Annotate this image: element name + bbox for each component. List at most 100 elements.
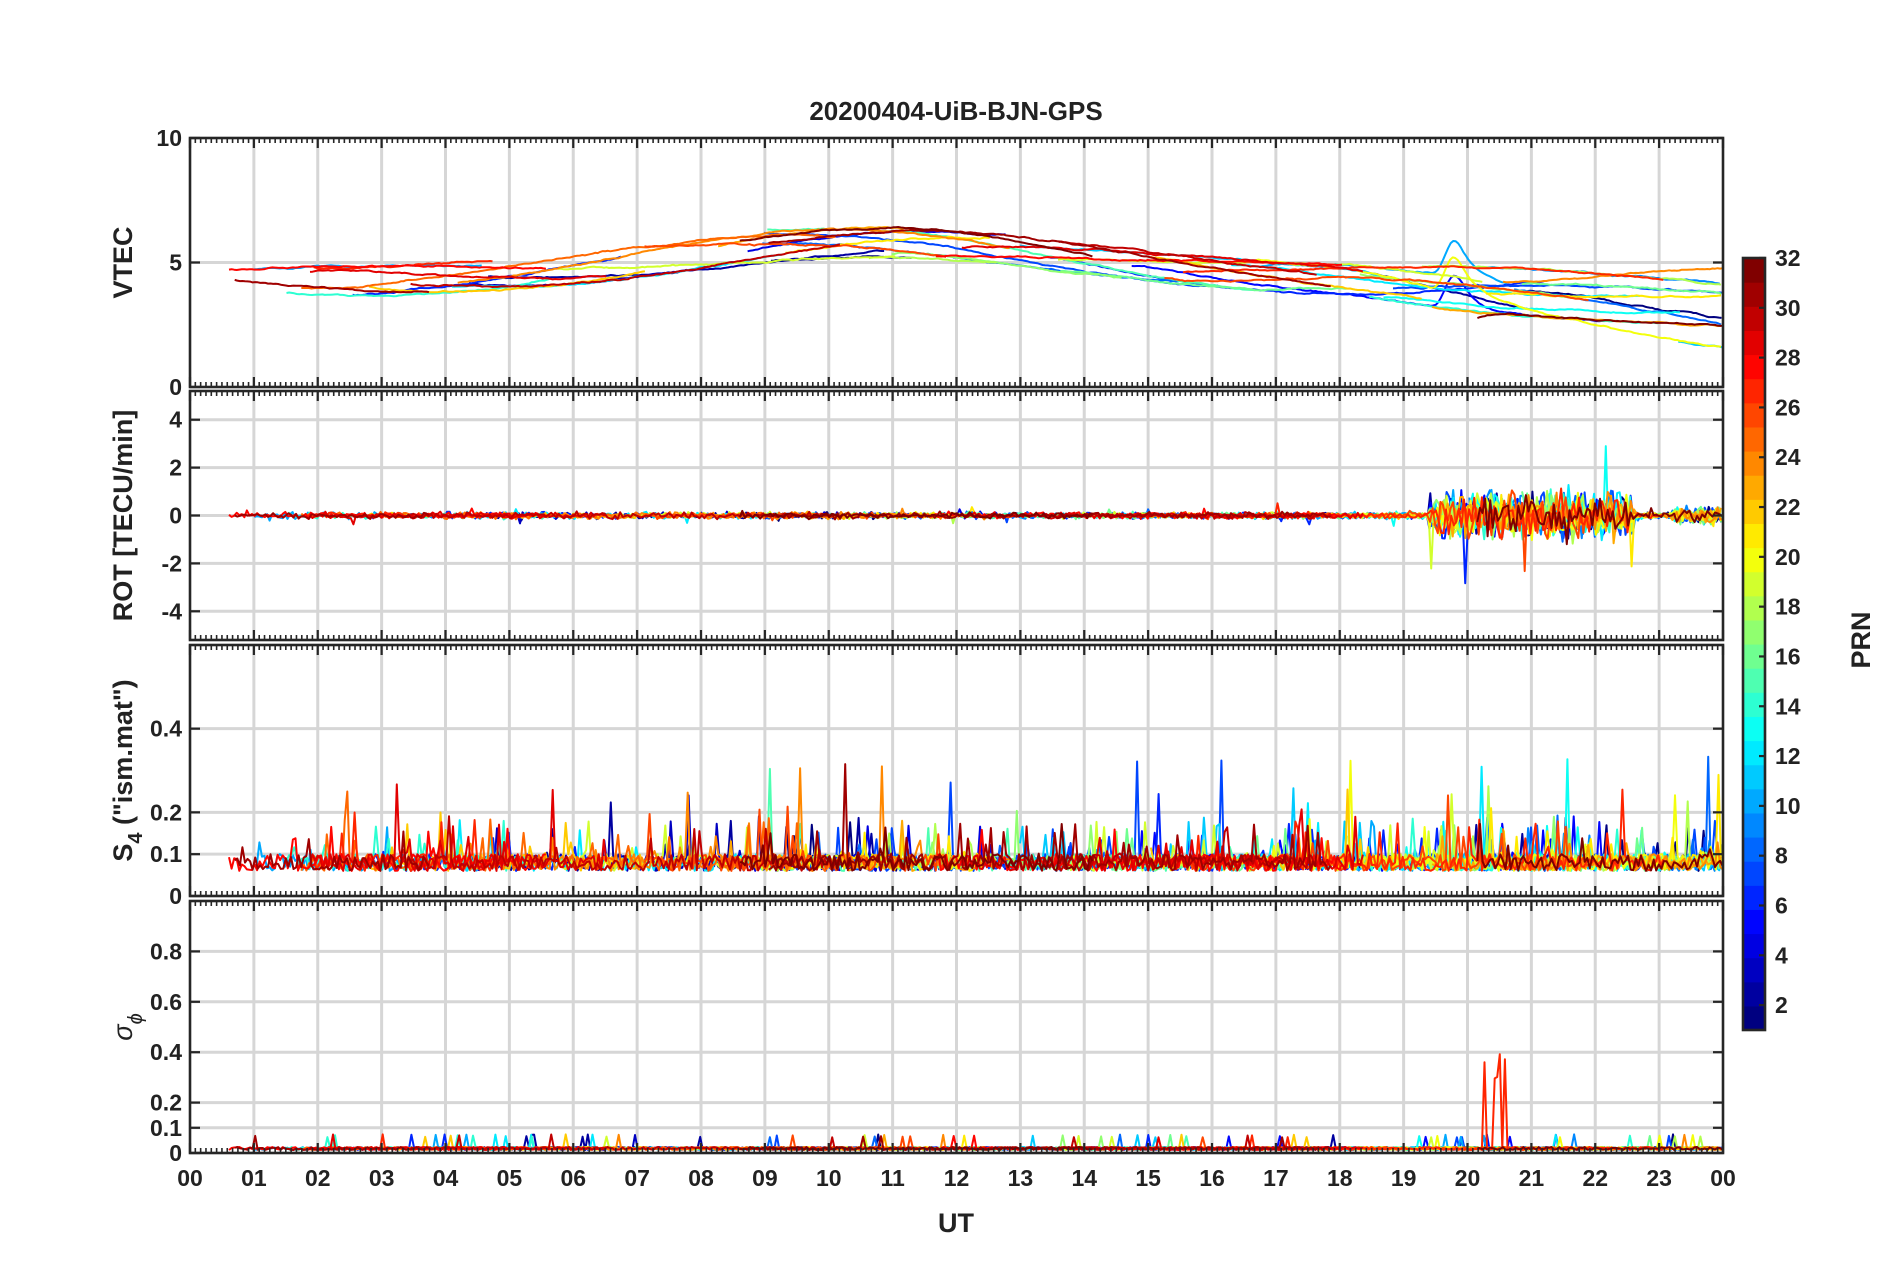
x-tick-label: 11 — [880, 1165, 905, 1191]
x-tick-label: 21 — [1519, 1165, 1545, 1191]
x-tick-label: 03 — [369, 1165, 395, 1191]
x-tick-label: 17 — [1263, 1165, 1289, 1191]
series-prn-32-arc-2 — [739, 823, 1094, 872]
colorbar-tick-label: 4 — [1775, 942, 1788, 968]
colorbar-tick-label: 16 — [1775, 643, 1801, 669]
series-prn-32-arc-2 — [739, 226, 1093, 258]
colorbar-swatch — [1743, 354, 1765, 380]
y-tick-label: 0.1 — [150, 841, 182, 867]
series-prn-28-arc-2 — [934, 828, 1343, 872]
colorbar-swatch — [1743, 258, 1765, 283]
panel-vtec-series — [228, 226, 1723, 349]
series-prn-1-arc-1 — [1527, 289, 1722, 319]
colorbar-tick-label: 30 — [1775, 295, 1801, 321]
y-tick-label: 4 — [169, 407, 182, 433]
x-tick-label: 19 — [1391, 1165, 1417, 1191]
y-tick-label: 0.4 — [150, 1039, 182, 1065]
colorbar-tick-label: 28 — [1775, 345, 1801, 371]
series-prn-13-arc-1 — [1383, 296, 1680, 315]
colorbar-swatch — [1743, 740, 1765, 766]
x-tick-label: 12 — [944, 1165, 970, 1191]
colorbar-tick-label: 24 — [1775, 444, 1801, 470]
series-prn-30-arc-1 — [410, 243, 841, 288]
panel-vtec-grid — [190, 138, 1723, 387]
panel-sigphi: 00.10.2 0.4 0.6 0.8 σϕ — [108, 899, 1725, 1166]
x-tick-label: 08 — [688, 1165, 714, 1191]
colorbar-swatch — [1743, 1005, 1765, 1031]
x-tick-label: 00 — [1710, 1165, 1736, 1191]
colorbar-tick-label: 20 — [1775, 544, 1801, 570]
colorbar-swatch — [1743, 933, 1765, 959]
x-tick-label: 14 — [1071, 1165, 1097, 1191]
x-tick-label: 16 — [1199, 1165, 1225, 1191]
colorbar-swatch — [1743, 475, 1765, 500]
y-tick-label: -2 — [162, 550, 182, 576]
colorbar-tick-label: 18 — [1775, 594, 1801, 620]
x-tick-label: 04 — [433, 1165, 459, 1191]
x-axis-tick-labels: 00 01 02 03 04 05 06 07 08 09 10 11 12 13 14 15 16 17 18 19… — [177, 1165, 1736, 1191]
colorbar-swatch — [1743, 692, 1765, 717]
y-tick-label: 5 — [169, 250, 182, 276]
series-prn-14-arc-2 — [286, 277, 550, 298]
y-tick-label: 0.1 — [150, 1115, 182, 1141]
y-tick-label: 0.2 — [150, 1090, 182, 1116]
series-prn-31-arc-1 — [768, 1135, 1332, 1151]
y-tick-label: 0 — [169, 503, 182, 529]
x-tick-label: 01 — [241, 1165, 267, 1191]
series-prn-31-arc-2 — [234, 830, 430, 872]
y-tick-label: -4 — [162, 598, 183, 624]
colorbar-swatch — [1743, 668, 1765, 693]
colorbar-swatch — [1743, 282, 1765, 307]
series-prn-29-arc-1 — [309, 268, 607, 281]
panel-sigphi-ticks — [188, 901, 1725, 1155]
colorbar-tick-label: 26 — [1775, 394, 1801, 420]
series-prn-30-arc-1 — [410, 510, 841, 521]
colorbar-swatch — [1743, 330, 1765, 356]
colorbar-swatch — [1743, 378, 1765, 404]
panel-rot-series — [228, 445, 1724, 585]
colorbar-swatch — [1743, 716, 1765, 742]
colorbar-tick-label: 8 — [1775, 843, 1788, 869]
panel-s4-ticks — [188, 645, 1725, 898]
colorbar-swatch — [1743, 306, 1765, 331]
colorbar-swatch — [1743, 644, 1765, 669]
colorbar-tick-label: 32 — [1775, 245, 1801, 271]
colorbar-swatch — [1743, 981, 1765, 1007]
colorbar-tick-label: 10 — [1775, 793, 1801, 819]
series-prn-25-arc-1 — [301, 233, 836, 290]
y-axis-label-s4: S4 ("ism.mat") — [108, 679, 147, 861]
x-tick-label: 06 — [560, 1165, 586, 1191]
panel-s4: 0 0.1 0.2 0.4S4 ("ism.mat") — [108, 643, 1725, 909]
y-axis-label-vtec: VTEC — [108, 226, 138, 298]
series-prn-32-arc-1 — [1476, 494, 1724, 546]
series-prn-32-arc-1 — [1477, 312, 1723, 327]
y-tick-label: 0.4 — [150, 716, 182, 742]
series-prn-32-arc-2 — [738, 509, 1093, 521]
series-prn-30-arc-1 — [409, 815, 841, 872]
series-prn-28-arc-1 — [228, 264, 547, 271]
x-tick-label: 15 — [1135, 1165, 1161, 1191]
colorbar-swatch — [1743, 499, 1765, 524]
y-tick-label: 0.2 — [150, 799, 182, 825]
colorbar-swatch — [1743, 885, 1765, 910]
colorbar-swatch — [1743, 909, 1765, 935]
colorbar-label: PRN — [1846, 611, 1876, 668]
y-tick-label: 2 — [169, 455, 182, 481]
colorbar-tick-label: 12 — [1775, 743, 1801, 769]
colorbar-tick-label: 14 — [1775, 693, 1801, 719]
panel-sigphi-grid — [190, 901, 1723, 1153]
colorbar-tick-label: 6 — [1775, 892, 1788, 918]
y-tick-label: 0.8 — [150, 938, 182, 964]
y-axis-label-sigphi: σϕ — [108, 1013, 147, 1040]
colorbar-swatch — [1743, 426, 1765, 452]
x-tick-label: 02 — [305, 1165, 331, 1191]
x-tick-label: 23 — [1646, 1165, 1672, 1191]
colorbar-frame — [1741, 256, 1767, 1032]
colorbar-swatch — [1743, 451, 1765, 476]
colorbar-swatch — [1743, 523, 1765, 549]
y-tick-label: 0 — [169, 883, 182, 909]
series-prn-29-arc-1 — [309, 783, 608, 872]
